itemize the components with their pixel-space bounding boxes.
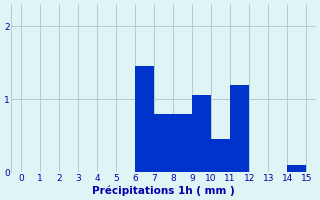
Bar: [173, 114, 192, 172]
X-axis label: Précipitations 1h ( mm ): Précipitations 1h ( mm ): [92, 185, 235, 196]
Bar: [287, 165, 306, 172]
Bar: [154, 114, 173, 172]
Bar: [135, 66, 154, 172]
Bar: [192, 95, 211, 172]
Bar: [230, 85, 249, 172]
Bar: [211, 139, 230, 172]
